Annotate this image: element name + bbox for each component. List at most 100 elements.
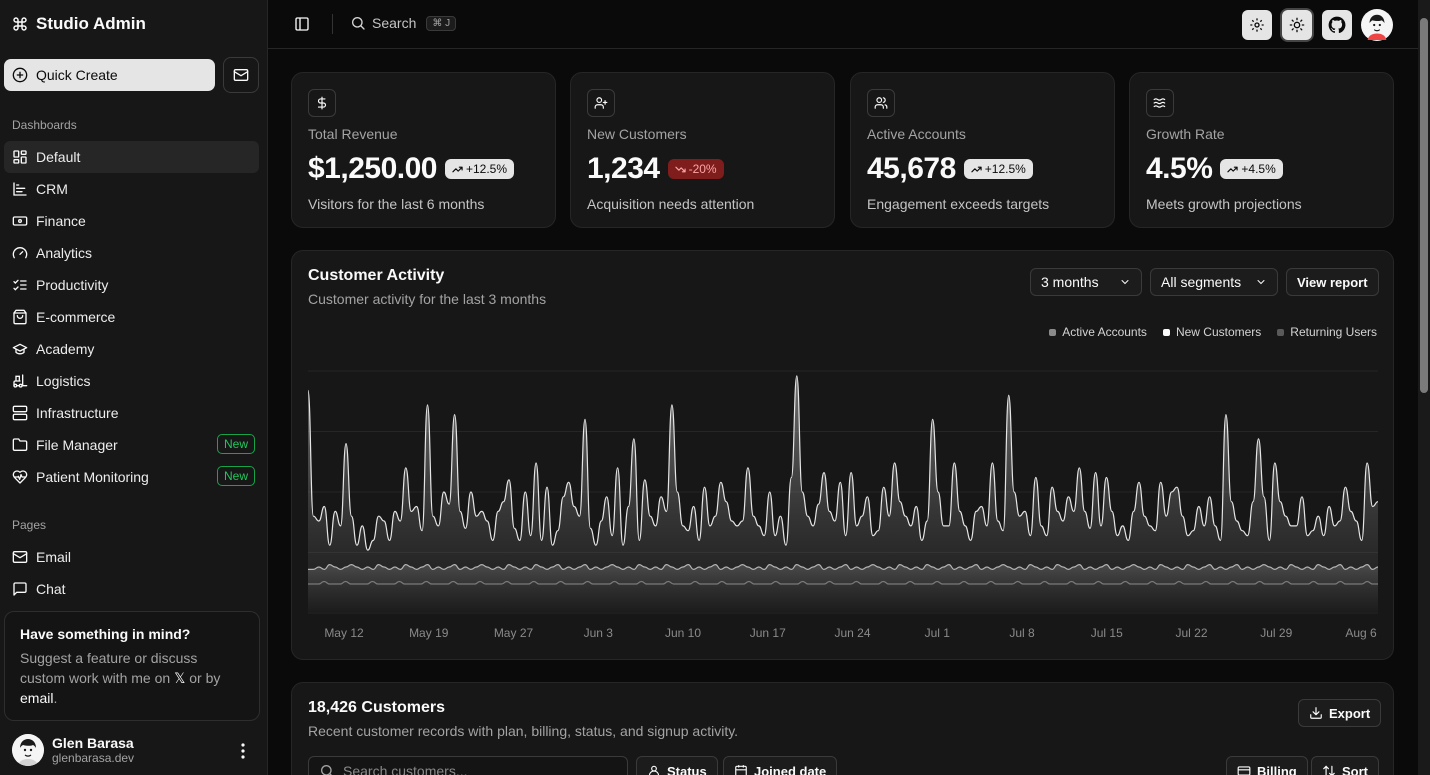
page-scrollbar[interactable] — [1418, 0, 1430, 775]
customers-title: 18,426 Customers — [308, 699, 445, 716]
dashboards-section-label: Dashboards — [12, 118, 77, 132]
stat-label: New Customers — [587, 126, 687, 142]
sort-button[interactable]: Sort — [1311, 756, 1379, 775]
sidebar-item-e-commerce[interactable]: E-commerce — [4, 301, 259, 333]
stat-label: Active Accounts — [867, 126, 966, 142]
stat-value: $1,250.00 — [308, 152, 437, 185]
inbox-button[interactable] — [223, 57, 259, 93]
search-icon — [350, 15, 366, 31]
sidebar-item-analytics[interactable]: Analytics — [4, 237, 259, 269]
quick-create-button[interactable]: Quick Create — [4, 59, 215, 91]
scrollbar-thumb[interactable] — [1420, 18, 1428, 393]
series-active-accounts-line[interactable] — [308, 375, 1378, 551]
avatar — [12, 734, 44, 766]
sidebar-item-academy[interactable]: Academy — [4, 333, 259, 365]
account-avatar-button[interactable] — [1361, 9, 1393, 41]
trend-badge: +4.5% — [1220, 159, 1283, 179]
sidebar-item-label: File Manager — [36, 437, 118, 453]
stat-description: Acquisition needs attention — [587, 196, 755, 212]
sidebar-item-default[interactable]: Default — [4, 141, 259, 173]
x-link[interactable]: 𝕏 — [174, 670, 186, 686]
feedback-text: Suggest a feature or discuss custom work… — [20, 648, 244, 708]
search-trigger[interactable]: Search ⌘ J — [350, 15, 457, 31]
sidebar-item-finance[interactable]: Finance — [4, 205, 259, 237]
settings-button[interactable] — [1242, 10, 1272, 40]
view-report-label: View report — [1297, 274, 1368, 290]
sidebar-toggle-icon[interactable] — [294, 16, 310, 32]
joined-date-filter-button[interactable]: Joined date — [723, 756, 838, 775]
activity-area-chart[interactable]: May 12 May 19 May 27 Jun 3 Jun 10 Jun 17 Jun 2… — [308, 361, 1378, 646]
trending-up-icon — [452, 164, 463, 175]
search-shortcut: ⌘ J — [426, 15, 457, 31]
email-link[interactable]: email — [20, 690, 54, 706]
customer-search-input[interactable]: Search customers... — [308, 756, 628, 775]
x-tick-label: Jun 17 — [750, 626, 786, 640]
mail-icon — [12, 549, 28, 565]
users-icon — [867, 89, 895, 117]
more-vertical-icon[interactable] — [236, 742, 250, 760]
github-button[interactable] — [1322, 10, 1352, 40]
trending-up-icon — [1227, 164, 1239, 175]
trend-value: -20% — [688, 162, 717, 176]
x-tick-label: Jul 22 — [1175, 626, 1207, 640]
legend-swatch — [1277, 328, 1285, 336]
export-button[interactable]: Export — [1298, 699, 1382, 727]
user-menu[interactable]: Glen Barasa glenbarasa.dev — [12, 734, 134, 766]
sidebar-item-patient-monitoring[interactable]: Patient Monitoring New — [4, 461, 259, 493]
stat-value: 4.5% — [1146, 152, 1213, 185]
series-returning-users-line[interactable] — [308, 580, 1378, 585]
sidebar-item-label: Email — [36, 549, 72, 565]
stat-label: Total Revenue — [308, 126, 398, 142]
shopping-bag-icon — [12, 309, 28, 325]
sidebar-item-label: Default — [36, 149, 81, 165]
sidebar-item-label: Analytics — [36, 245, 93, 261]
download-icon — [1309, 706, 1323, 720]
sidebar-item-logistics[interactable]: Logistics — [4, 365, 259, 397]
sidebar-item-productivity[interactable]: Productivity — [4, 269, 259, 301]
series-new-customers-line[interactable] — [308, 563, 1378, 571]
sidebar-item-label: CRM — [36, 181, 68, 197]
sidebar-item-email[interactable]: Email — [4, 541, 259, 573]
x-tick-label: Jul 29 — [1260, 626, 1292, 640]
status-filter-button[interactable]: Status — [636, 756, 718, 775]
billing-filter-button[interactable]: Billing — [1226, 756, 1308, 775]
legend-label: New Customers — [1175, 325, 1262, 339]
search-icon — [319, 763, 335, 775]
time-range-value: 3 months — [1041, 274, 1099, 290]
trending-down-icon — [674, 164, 686, 175]
theme-toggle-button[interactable] — [1282, 10, 1312, 40]
pages-section-label: Pages — [12, 518, 47, 532]
feedback-title: Have something in mind? — [20, 626, 191, 642]
trend-value: +4.5% — [1241, 162, 1276, 176]
stat-value: 45,678 — [867, 152, 956, 185]
waves-icon — [1146, 89, 1174, 117]
sidebar-item-label: Infrastructure — [36, 405, 119, 421]
new-badge: New — [216, 466, 255, 486]
banknote-icon — [12, 213, 28, 229]
stat-description: Meets growth projections — [1146, 196, 1302, 212]
series-returning-users-area — [308, 581, 1378, 613]
user-icon — [647, 764, 661, 775]
calendar-icon — [734, 764, 748, 775]
sidebar: Studio Admin Quick Create Dashboards Def… — [0, 0, 268, 775]
sidebar-item-file-manager[interactable]: File Manager New — [4, 429, 259, 461]
sidebar-item-chat[interactable]: Chat — [4, 573, 259, 605]
trending-up-icon — [971, 164, 982, 175]
chart-subtitle: Customer activity for the last 3 months — [308, 291, 547, 307]
legend-item[interactable]: Returning Users — [1277, 325, 1377, 339]
x-tick-label: Jun 3 — [584, 626, 614, 640]
sidebar-item-infrastructure[interactable]: Infrastructure — [4, 397, 259, 429]
time-range-select[interactable]: 3 months — [1030, 268, 1142, 296]
sidebar-item-crm[interactable]: CRM — [4, 173, 259, 205]
stat-description: Engagement exceeds targets — [867, 196, 1050, 212]
command-icon — [12, 16, 28, 32]
stat-card-total-revenue: Total Revenue $1,250.00 +12.5% Visitors … — [291, 72, 556, 228]
segment-select[interactable]: All segments — [1150, 268, 1278, 296]
legend-item[interactable]: Active Accounts — [1049, 325, 1147, 339]
brand-name: Studio Admin — [36, 14, 146, 33]
feedback-card: Have something in mind? Suggest a featur… — [4, 611, 260, 721]
legend-item[interactable]: New Customers — [1162, 325, 1262, 339]
dollar-icon — [308, 89, 336, 117]
view-report-button[interactable]: View report — [1286, 268, 1379, 296]
brand[interactable]: Studio Admin — [12, 14, 146, 34]
